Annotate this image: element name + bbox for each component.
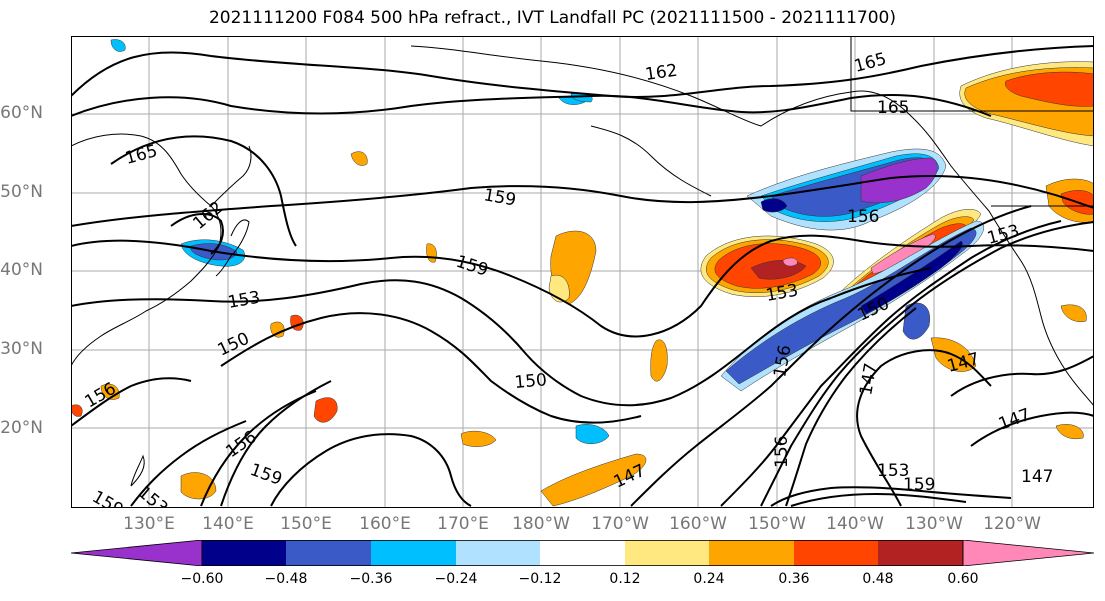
colorbar-bin [371,540,456,566]
coastlines [71,36,1094,487]
colorbar-bin [878,540,963,566]
colorbar-arrow-right [962,540,1094,566]
contour-165-west [110,135,297,247]
contour-label: 162 [644,61,679,85]
lon-label-150w: 150°W [748,514,806,534]
contour-156-w [71,377,192,427]
contour-150-s [270,433,472,507]
lat-label-40n: 40°N [0,260,43,280]
colorbar-bin [625,540,709,566]
map-frame [71,36,1094,508]
colorbar [71,540,1094,566]
lon-label-160e: 160°E [359,514,411,534]
shade-blob-6 [650,339,668,382]
colorbar-tick: 0.60 [947,571,979,587]
contour-147-sw [856,349,992,507]
shade-blob-7 [110,39,126,52]
shade-blob-10 [270,321,285,338]
colorbar-tick: 0.12 [609,571,641,587]
contour-153-band [760,221,1094,507]
colorbar-bin [286,540,371,566]
lon-label-140e: 140°E [202,514,254,534]
contour-label: 156 [772,436,792,468]
colorbar-tick: −0.36 [349,571,393,587]
shade-blob-3 [460,430,497,447]
colorbar-frame [201,540,964,566]
lat-label-20n: 20°N [0,418,43,438]
contour-147-s [970,411,1094,447]
lon-label-180w: 180°W [512,514,570,534]
shade-positive-central-pink [782,257,798,267]
shade-blob-17 [1060,304,1087,322]
contour-153 [71,267,932,407]
contour-label: 165 [877,98,909,118]
contour-159-sw [220,380,332,507]
contour-label: 153 [877,461,909,481]
contour-label: 159 [903,475,935,495]
shade-blob-8 [350,151,368,166]
lon-label-170w: 170°W [591,514,649,534]
colorbar-tick: −0.12 [518,571,562,587]
colorbar-bin [456,540,540,566]
lon-label-130e: 130°E [123,514,175,534]
map-panel: 162 165 165 165 159 159 162 153 150 156 … [71,36,1094,508]
lon-label-150e: 150°E [280,514,332,534]
contours [71,45,1094,507]
contour-147-se [950,355,1094,397]
colorbar-tick: −0.48 [264,571,308,587]
contour-150 [220,312,642,424]
lat-label-30n: 30°N [0,339,43,359]
contour-150-band [720,220,1062,507]
contour-156-sw [200,390,317,507]
contour-159 [71,175,1094,227]
shade-blob-12 [71,404,83,417]
contour-162-japan [170,213,224,255]
shade-blob-18 [1055,424,1084,440]
lon-label-140w: 140°W [826,514,884,534]
colorbar-bin [709,540,794,566]
contour-156-east [770,486,1012,507]
chart-title: 2021111200 F084 500 hPa refract., IVT La… [208,8,896,28]
shade-negative-purple [860,157,938,204]
shade-negative-navy [760,198,788,213]
colorbar-tick: 0.36 [778,571,810,587]
contour-162 [71,94,992,117]
lon-label-130w: 130°W [905,514,963,534]
colorbar-bin [794,540,878,566]
shade-blob-4 [575,424,610,444]
colorbar-tick: 0.24 [693,571,725,587]
lat-label-50n: 50°N [0,182,43,202]
shade-blob-2 [313,397,338,423]
shading-layer [71,39,1094,507]
lon-label-170e: 170°E [437,514,489,534]
contour-159-south [71,234,1094,338]
contour-159-east [790,492,967,507]
colorbar-tick: 0.48 [862,571,894,587]
contour-153-sw [130,420,247,507]
colorbar-tick: −0.60 [180,571,224,587]
colorbar-tick: −0.24 [434,571,478,587]
colorbar-arrow-left [71,540,203,566]
contour-156-band [785,307,917,507]
contour-label: 150 [514,370,548,393]
lon-label-120w: 120°W [983,514,1041,534]
shade-negative-band-navy [860,240,963,315]
lon-label-160w: 160°W [669,514,727,534]
shade-blob-5 [540,453,647,507]
colorbar-bin [540,540,625,566]
contour-label: 156 [847,207,879,227]
colorbar-bin [202,540,286,566]
contour-label: 147 [1021,467,1053,487]
lat-label-60n: 60°N [0,103,43,123]
shade-positive-ne-red [1005,71,1094,107]
contour-147-band [630,205,1032,507]
